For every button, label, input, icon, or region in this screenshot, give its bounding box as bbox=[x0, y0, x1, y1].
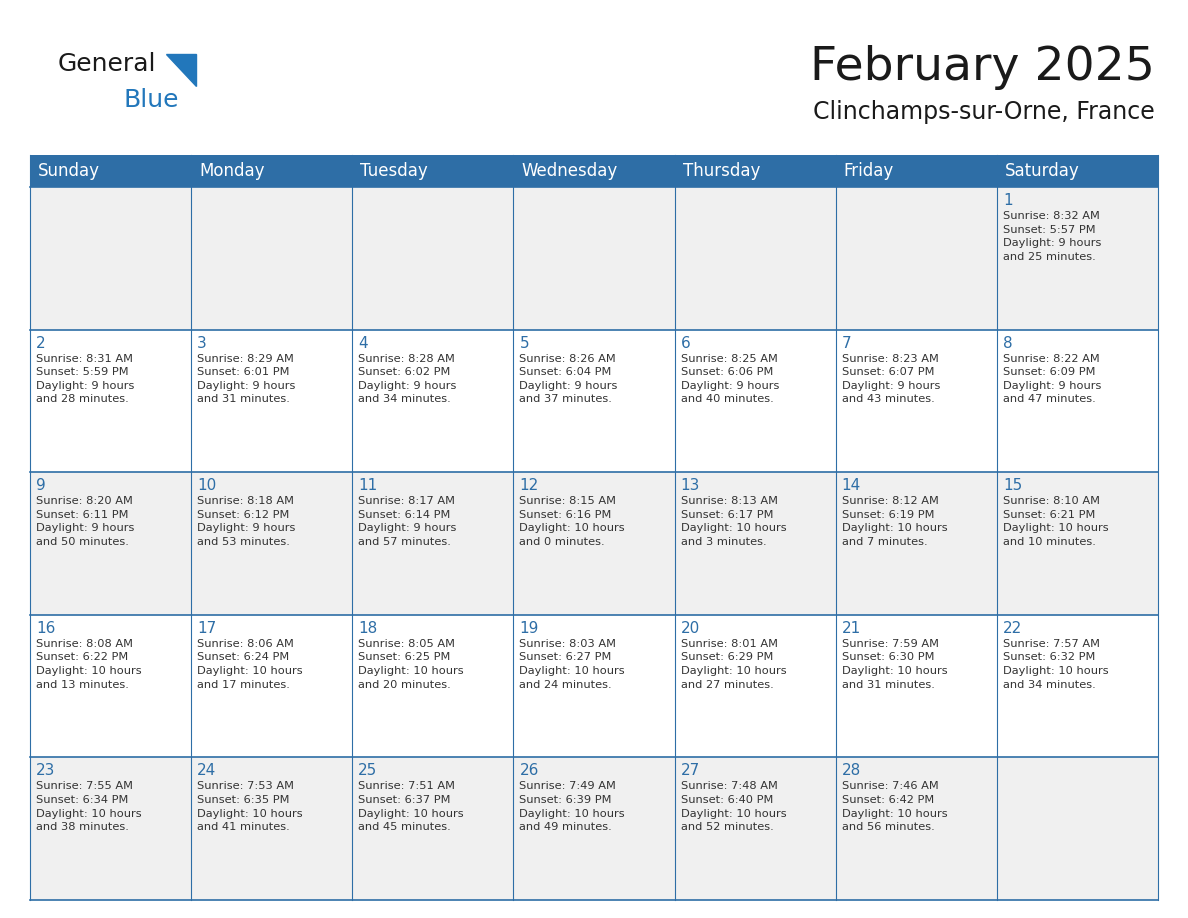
Text: Sunrise: 7:49 AM
Sunset: 6:39 PM
Daylight: 10 hours
and 49 minutes.: Sunrise: 7:49 AM Sunset: 6:39 PM Dayligh… bbox=[519, 781, 625, 833]
Text: 19: 19 bbox=[519, 621, 539, 636]
Text: 1: 1 bbox=[1003, 193, 1012, 208]
Text: 20: 20 bbox=[681, 621, 700, 636]
Text: Friday: Friday bbox=[843, 162, 893, 180]
Text: Sunrise: 8:15 AM
Sunset: 6:16 PM
Daylight: 10 hours
and 0 minutes.: Sunrise: 8:15 AM Sunset: 6:16 PM Dayligh… bbox=[519, 497, 625, 547]
Text: Sunrise: 8:08 AM
Sunset: 6:22 PM
Daylight: 10 hours
and 13 minutes.: Sunrise: 8:08 AM Sunset: 6:22 PM Dayligh… bbox=[36, 639, 141, 689]
Text: Sunrise: 8:22 AM
Sunset: 6:09 PM
Daylight: 9 hours
and 47 minutes.: Sunrise: 8:22 AM Sunset: 6:09 PM Dayligh… bbox=[1003, 353, 1101, 405]
Bar bbox=[30, 330, 1158, 472]
Text: Sunrise: 8:01 AM
Sunset: 6:29 PM
Daylight: 10 hours
and 27 minutes.: Sunrise: 8:01 AM Sunset: 6:29 PM Dayligh… bbox=[681, 639, 786, 689]
Text: Monday: Monday bbox=[200, 162, 265, 180]
Text: 24: 24 bbox=[197, 764, 216, 778]
Text: Sunrise: 8:25 AM
Sunset: 6:06 PM
Daylight: 9 hours
and 40 minutes.: Sunrise: 8:25 AM Sunset: 6:06 PM Dayligh… bbox=[681, 353, 779, 405]
Text: 5: 5 bbox=[519, 336, 529, 351]
Text: 12: 12 bbox=[519, 478, 538, 493]
Text: 23: 23 bbox=[36, 764, 56, 778]
Text: 26: 26 bbox=[519, 764, 539, 778]
Bar bbox=[30, 472, 1158, 615]
Text: Sunrise: 7:57 AM
Sunset: 6:32 PM
Daylight: 10 hours
and 34 minutes.: Sunrise: 7:57 AM Sunset: 6:32 PM Dayligh… bbox=[1003, 639, 1108, 689]
Text: 22: 22 bbox=[1003, 621, 1022, 636]
Text: Sunrise: 7:51 AM
Sunset: 6:37 PM
Daylight: 10 hours
and 45 minutes.: Sunrise: 7:51 AM Sunset: 6:37 PM Dayligh… bbox=[359, 781, 463, 833]
Text: 11: 11 bbox=[359, 478, 378, 493]
Text: 2: 2 bbox=[36, 336, 45, 351]
Text: Sunrise: 7:46 AM
Sunset: 6:42 PM
Daylight: 10 hours
and 56 minutes.: Sunrise: 7:46 AM Sunset: 6:42 PM Dayligh… bbox=[842, 781, 947, 833]
Text: Saturday: Saturday bbox=[1005, 162, 1080, 180]
Text: 4: 4 bbox=[359, 336, 368, 351]
Text: Sunrise: 7:53 AM
Sunset: 6:35 PM
Daylight: 10 hours
and 41 minutes.: Sunrise: 7:53 AM Sunset: 6:35 PM Dayligh… bbox=[197, 781, 303, 833]
Text: Sunrise: 7:55 AM
Sunset: 6:34 PM
Daylight: 10 hours
and 38 minutes.: Sunrise: 7:55 AM Sunset: 6:34 PM Dayligh… bbox=[36, 781, 141, 833]
Text: Sunrise: 8:18 AM
Sunset: 6:12 PM
Daylight: 9 hours
and 53 minutes.: Sunrise: 8:18 AM Sunset: 6:12 PM Dayligh… bbox=[197, 497, 296, 547]
Text: 7: 7 bbox=[842, 336, 852, 351]
Text: Blue: Blue bbox=[124, 88, 178, 112]
Text: Wednesday: Wednesday bbox=[522, 162, 618, 180]
Bar bbox=[30, 757, 1158, 900]
Text: Sunrise: 8:17 AM
Sunset: 6:14 PM
Daylight: 9 hours
and 57 minutes.: Sunrise: 8:17 AM Sunset: 6:14 PM Dayligh… bbox=[359, 497, 456, 547]
Text: Tuesday: Tuesday bbox=[360, 162, 428, 180]
Text: 27: 27 bbox=[681, 764, 700, 778]
Text: Sunday: Sunday bbox=[38, 162, 100, 180]
Text: Sunrise: 8:31 AM
Sunset: 5:59 PM
Daylight: 9 hours
and 28 minutes.: Sunrise: 8:31 AM Sunset: 5:59 PM Dayligh… bbox=[36, 353, 134, 405]
Text: General: General bbox=[58, 52, 157, 76]
Text: 28: 28 bbox=[842, 764, 861, 778]
Text: 9: 9 bbox=[36, 478, 46, 493]
Text: 13: 13 bbox=[681, 478, 700, 493]
Bar bbox=[30, 615, 1158, 757]
Text: Sunrise: 8:06 AM
Sunset: 6:24 PM
Daylight: 10 hours
and 17 minutes.: Sunrise: 8:06 AM Sunset: 6:24 PM Dayligh… bbox=[197, 639, 303, 689]
Text: 14: 14 bbox=[842, 478, 861, 493]
Text: Sunrise: 7:59 AM
Sunset: 6:30 PM
Daylight: 10 hours
and 31 minutes.: Sunrise: 7:59 AM Sunset: 6:30 PM Dayligh… bbox=[842, 639, 947, 689]
Text: 18: 18 bbox=[359, 621, 378, 636]
Text: Sunrise: 8:05 AM
Sunset: 6:25 PM
Daylight: 10 hours
and 20 minutes.: Sunrise: 8:05 AM Sunset: 6:25 PM Dayligh… bbox=[359, 639, 463, 689]
Text: 10: 10 bbox=[197, 478, 216, 493]
Polygon shape bbox=[166, 54, 196, 86]
Text: Sunrise: 8:29 AM
Sunset: 6:01 PM
Daylight: 9 hours
and 31 minutes.: Sunrise: 8:29 AM Sunset: 6:01 PM Dayligh… bbox=[197, 353, 296, 405]
Text: 16: 16 bbox=[36, 621, 56, 636]
Text: Sunrise: 8:10 AM
Sunset: 6:21 PM
Daylight: 10 hours
and 10 minutes.: Sunrise: 8:10 AM Sunset: 6:21 PM Dayligh… bbox=[1003, 497, 1108, 547]
Text: 21: 21 bbox=[842, 621, 861, 636]
Bar bbox=[30, 155, 1158, 187]
Text: Clinchamps-sur-Orne, France: Clinchamps-sur-Orne, France bbox=[814, 100, 1155, 124]
Text: Sunrise: 8:12 AM
Sunset: 6:19 PM
Daylight: 10 hours
and 7 minutes.: Sunrise: 8:12 AM Sunset: 6:19 PM Dayligh… bbox=[842, 497, 947, 547]
Text: Sunrise: 8:26 AM
Sunset: 6:04 PM
Daylight: 9 hours
and 37 minutes.: Sunrise: 8:26 AM Sunset: 6:04 PM Dayligh… bbox=[519, 353, 618, 405]
Text: Sunrise: 8:28 AM
Sunset: 6:02 PM
Daylight: 9 hours
and 34 minutes.: Sunrise: 8:28 AM Sunset: 6:02 PM Dayligh… bbox=[359, 353, 456, 405]
Text: Thursday: Thursday bbox=[683, 162, 760, 180]
Text: Sunrise: 7:48 AM
Sunset: 6:40 PM
Daylight: 10 hours
and 52 minutes.: Sunrise: 7:48 AM Sunset: 6:40 PM Dayligh… bbox=[681, 781, 786, 833]
Text: Sunrise: 8:32 AM
Sunset: 5:57 PM
Daylight: 9 hours
and 25 minutes.: Sunrise: 8:32 AM Sunset: 5:57 PM Dayligh… bbox=[1003, 211, 1101, 262]
Text: 15: 15 bbox=[1003, 478, 1022, 493]
Text: Sunrise: 8:13 AM
Sunset: 6:17 PM
Daylight: 10 hours
and 3 minutes.: Sunrise: 8:13 AM Sunset: 6:17 PM Dayligh… bbox=[681, 497, 786, 547]
Text: Sunrise: 8:20 AM
Sunset: 6:11 PM
Daylight: 9 hours
and 50 minutes.: Sunrise: 8:20 AM Sunset: 6:11 PM Dayligh… bbox=[36, 497, 134, 547]
Text: 8: 8 bbox=[1003, 336, 1012, 351]
Text: 25: 25 bbox=[359, 764, 378, 778]
Text: 3: 3 bbox=[197, 336, 207, 351]
Text: February 2025: February 2025 bbox=[810, 45, 1155, 90]
Text: Sunrise: 8:23 AM
Sunset: 6:07 PM
Daylight: 9 hours
and 43 minutes.: Sunrise: 8:23 AM Sunset: 6:07 PM Dayligh… bbox=[842, 353, 940, 405]
Bar bbox=[30, 187, 1158, 330]
Text: Sunrise: 8:03 AM
Sunset: 6:27 PM
Daylight: 10 hours
and 24 minutes.: Sunrise: 8:03 AM Sunset: 6:27 PM Dayligh… bbox=[519, 639, 625, 689]
Text: 6: 6 bbox=[681, 336, 690, 351]
Text: 17: 17 bbox=[197, 621, 216, 636]
